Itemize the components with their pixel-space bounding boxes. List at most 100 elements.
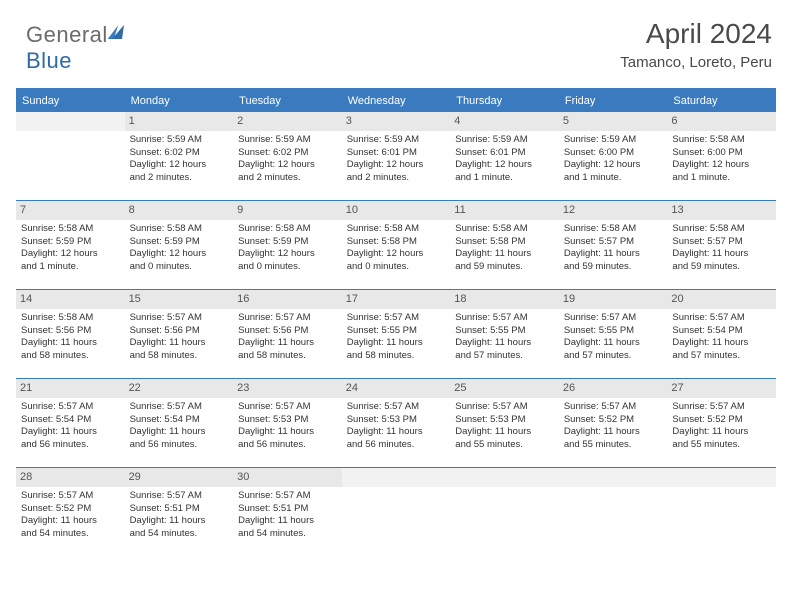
location-text: Tamanco, Loreto, Peru (620, 54, 772, 71)
calendar-day: 8Sunrise: 5:58 AMSunset: 5:59 PMDaylight… (125, 201, 234, 289)
sunrise-text: Sunrise: 5:58 AM (130, 223, 229, 236)
weekday-header-row: SundayMondayTuesdayWednesdayThursdayFrid… (16, 90, 776, 112)
day-number: 21 (16, 379, 125, 398)
sunset-text: Sunset: 5:58 PM (347, 236, 446, 249)
daylight-text: Daylight: 11 hours (455, 248, 554, 261)
weekday-header: Wednesday (342, 90, 451, 112)
day-number: 1 (125, 112, 234, 131)
sunset-text: Sunset: 5:55 PM (564, 325, 663, 338)
calendar-day: 22Sunrise: 5:57 AMSunset: 5:54 PMDayligh… (125, 379, 234, 467)
weekday-header: Tuesday (233, 90, 342, 112)
daylight-text: and 58 minutes. (238, 350, 337, 363)
daylight-text: Daylight: 11 hours (564, 337, 663, 350)
day-number: 28 (16, 468, 125, 487)
calendar-day: 29Sunrise: 5:57 AMSunset: 5:51 PMDayligh… (125, 468, 234, 556)
calendar-day: 5Sunrise: 5:59 AMSunset: 6:00 PMDaylight… (559, 112, 668, 200)
daylight-text: Daylight: 12 hours (130, 248, 229, 261)
calendar-day: 16Sunrise: 5:57 AMSunset: 5:56 PMDayligh… (233, 290, 342, 378)
daylight-text: Daylight: 11 hours (21, 515, 120, 528)
sunset-text: Sunset: 6:01 PM (455, 147, 554, 160)
daylight-text: and 1 minute. (672, 172, 771, 185)
sunrise-text: Sunrise: 5:57 AM (564, 401, 663, 414)
logo-triangle-icon (112, 25, 124, 39)
calendar-week: 21Sunrise: 5:57 AMSunset: 5:54 PMDayligh… (16, 378, 776, 467)
daylight-text: and 1 minute. (21, 261, 120, 274)
day-number: 4 (450, 112, 559, 131)
sunset-text: Sunset: 6:02 PM (130, 147, 229, 160)
calendar-day: 27Sunrise: 5:57 AMSunset: 5:52 PMDayligh… (667, 379, 776, 467)
daylight-text: and 57 minutes. (564, 350, 663, 363)
weekday-header: Saturday (667, 90, 776, 112)
day-number: 22 (125, 379, 234, 398)
daylight-text: Daylight: 12 hours (564, 159, 663, 172)
sunrise-text: Sunrise: 5:57 AM (347, 401, 446, 414)
sunrise-text: Sunrise: 5:58 AM (21, 312, 120, 325)
sunrise-text: Sunrise: 5:59 AM (455, 134, 554, 147)
sunrise-text: Sunrise: 5:59 AM (130, 134, 229, 147)
day-number: 15 (125, 290, 234, 309)
sunset-text: Sunset: 5:51 PM (238, 503, 337, 516)
calendar-day: 13Sunrise: 5:58 AMSunset: 5:57 PMDayligh… (667, 201, 776, 289)
brand-logo: General Blue (26, 22, 123, 74)
sunrise-text: Sunrise: 5:58 AM (564, 223, 663, 236)
calendar-week: 14Sunrise: 5:58 AMSunset: 5:56 PMDayligh… (16, 289, 776, 378)
daylight-text: Daylight: 12 hours (238, 248, 337, 261)
daylight-text: Daylight: 11 hours (564, 248, 663, 261)
calendar-day: 4Sunrise: 5:59 AMSunset: 6:01 PMDaylight… (450, 112, 559, 200)
day-number: 23 (233, 379, 342, 398)
daylight-text: Daylight: 11 hours (238, 426, 337, 439)
calendar-day: 3Sunrise: 5:59 AMSunset: 6:01 PMDaylight… (342, 112, 451, 200)
day-number (342, 468, 451, 487)
daylight-text: and 59 minutes. (564, 261, 663, 274)
sunrise-text: Sunrise: 5:57 AM (238, 312, 337, 325)
calendar-day: 10Sunrise: 5:58 AMSunset: 5:58 PMDayligh… (342, 201, 451, 289)
calendar-day: 12Sunrise: 5:58 AMSunset: 5:57 PMDayligh… (559, 201, 668, 289)
day-number: 19 (559, 290, 668, 309)
daylight-text: Daylight: 11 hours (672, 248, 771, 261)
calendar-day: 9Sunrise: 5:58 AMSunset: 5:59 PMDaylight… (233, 201, 342, 289)
day-number: 3 (342, 112, 451, 131)
calendar: SundayMondayTuesdayWednesdayThursdayFrid… (16, 88, 776, 556)
calendar-week: 7Sunrise: 5:58 AMSunset: 5:59 PMDaylight… (16, 200, 776, 289)
sunset-text: Sunset: 5:51 PM (130, 503, 229, 516)
weekday-header: Monday (125, 90, 234, 112)
sunset-text: Sunset: 5:52 PM (21, 503, 120, 516)
daylight-text: and 2 minutes. (130, 172, 229, 185)
calendar-day: 14Sunrise: 5:58 AMSunset: 5:56 PMDayligh… (16, 290, 125, 378)
sunset-text: Sunset: 5:54 PM (672, 325, 771, 338)
sunset-text: Sunset: 5:52 PM (672, 414, 771, 427)
sunrise-text: Sunrise: 5:58 AM (455, 223, 554, 236)
daylight-text: Daylight: 12 hours (347, 159, 446, 172)
sunset-text: Sunset: 5:57 PM (672, 236, 771, 249)
daylight-text: Daylight: 11 hours (347, 426, 446, 439)
sunrise-text: Sunrise: 5:57 AM (130, 312, 229, 325)
daylight-text: Daylight: 12 hours (130, 159, 229, 172)
calendar-day: 6Sunrise: 5:58 AMSunset: 6:00 PMDaylight… (667, 112, 776, 200)
weekday-header: Sunday (16, 90, 125, 112)
daylight-text: Daylight: 11 hours (672, 426, 771, 439)
day-number: 13 (667, 201, 776, 220)
daylight-text: and 59 minutes. (455, 261, 554, 274)
daylight-text: and 56 minutes. (21, 439, 120, 452)
sunset-text: Sunset: 5:56 PM (130, 325, 229, 338)
day-number (559, 468, 668, 487)
sunrise-text: Sunrise: 5:58 AM (347, 223, 446, 236)
sunrise-text: Sunrise: 5:57 AM (455, 312, 554, 325)
sunset-text: Sunset: 6:01 PM (347, 147, 446, 160)
daylight-text: Daylight: 11 hours (21, 426, 120, 439)
daylight-text: Daylight: 11 hours (130, 515, 229, 528)
brand-part2: Blue (26, 48, 72, 73)
day-number: 29 (125, 468, 234, 487)
daylight-text: Daylight: 11 hours (564, 426, 663, 439)
daylight-text: and 2 minutes. (347, 172, 446, 185)
day-number: 5 (559, 112, 668, 131)
daylight-text: and 57 minutes. (455, 350, 554, 363)
sunrise-text: Sunrise: 5:57 AM (672, 401, 771, 414)
sunset-text: Sunset: 6:00 PM (672, 147, 771, 160)
calendar-day: 2Sunrise: 5:59 AMSunset: 6:02 PMDaylight… (233, 112, 342, 200)
daylight-text: Daylight: 11 hours (347, 337, 446, 350)
sunrise-text: Sunrise: 5:57 AM (455, 401, 554, 414)
daylight-text: and 55 minutes. (564, 439, 663, 452)
sunset-text: Sunset: 5:52 PM (564, 414, 663, 427)
day-number (667, 468, 776, 487)
